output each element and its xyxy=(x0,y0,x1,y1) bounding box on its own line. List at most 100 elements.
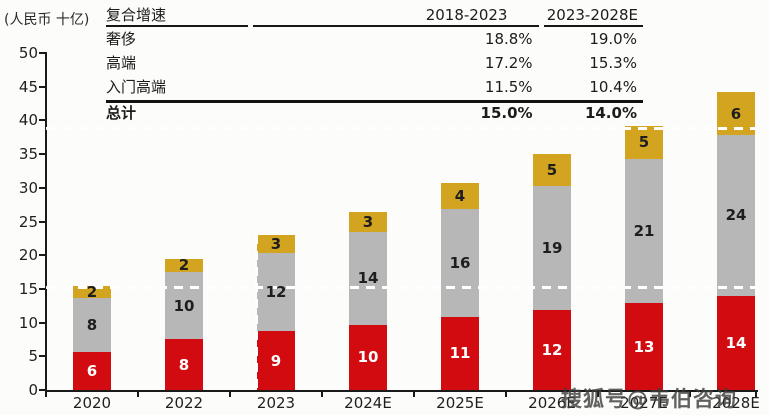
cagr-row-label: 高端 xyxy=(106,54,137,72)
bar-segment-label-gold-2026E: 5 xyxy=(546,160,558,179)
bar-segment-gray-2022 xyxy=(165,272,203,340)
bar-segment-label-red-2028E: 14 xyxy=(725,333,747,352)
bar-segment-gray-2025E xyxy=(441,208,479,317)
cagr-value-2018-2023: 17.2% xyxy=(484,54,533,72)
y-axis-tick xyxy=(39,119,46,122)
bar-segment-label-gray-2024E: 14 xyxy=(357,269,379,288)
y-axis-tick xyxy=(39,287,46,290)
watermark: 搜狐号@韦伯咨询 xyxy=(561,387,737,411)
x-axis-tick xyxy=(229,391,231,397)
cagr-col-header-2023-2028e: 2023-2028E xyxy=(544,5,643,27)
x-axis-tick xyxy=(755,391,757,397)
bar-segment-label-gold-2020: 2 xyxy=(86,282,98,301)
cagr-row-label: 入门高端 xyxy=(106,78,167,96)
bar-segment-label-gray-2027E: 21 xyxy=(633,221,655,240)
x-axis-label: 2020 xyxy=(72,394,112,412)
bar-segment-label-gold-2025E: 4 xyxy=(454,186,466,205)
x-axis-label: 2022 xyxy=(164,394,204,412)
bar-segment-red-2028E xyxy=(717,295,755,390)
y-axis-tick xyxy=(39,85,46,88)
bar-segment-label-gray-2025E: 16 xyxy=(449,253,471,272)
cagr-row-label: 奢侈 xyxy=(106,30,137,48)
bar-segment-label-gold-2024E: 3 xyxy=(362,213,374,232)
bar-segment-label-gold-2028E: 6 xyxy=(730,104,742,123)
y-axis-tick-label: 20 xyxy=(18,246,38,265)
bar-segment-red-2022 xyxy=(165,339,203,390)
dashed-vline-2023 xyxy=(255,234,258,390)
bar-segment-label-gray-2022: 10 xyxy=(173,296,195,315)
bar-segment-label-gray-2020: 8 xyxy=(86,315,98,334)
bar-segment-red-2020 xyxy=(73,351,111,390)
bar-segment-label-red-2020: 6 xyxy=(86,361,98,380)
cagr-row-total: 总计 15.0% 14.0% xyxy=(106,103,643,125)
bar-segment-label-gray-2026E: 19 xyxy=(541,238,563,257)
x-axis-label: 2023 xyxy=(256,394,296,412)
cagr-table: 复合增速 2018-2023 2023-2028E 奢侈 18.8% 19.0%… xyxy=(106,5,643,125)
bar-segment-gray-2026E xyxy=(533,185,571,310)
y-axis-tick xyxy=(39,321,46,324)
cagr-row-luxury: 奢侈 18.8% 19.0% xyxy=(106,27,643,51)
cagr-col-header-2018-2023: 2018-2023 xyxy=(253,5,540,27)
x-axis-tick xyxy=(413,391,415,397)
cagr-value-2023-2028e: 10.4% xyxy=(589,78,637,96)
x-axis-label: 2025E xyxy=(436,394,484,412)
bar-segment-gray-2024E xyxy=(349,232,387,325)
cagr-row-label: 总计 xyxy=(106,104,137,122)
bar-segment-red-2023 xyxy=(257,331,295,390)
bar-segment-label-red-2026E: 12 xyxy=(541,340,563,359)
bar-segment-label-red-2022: 8 xyxy=(178,355,190,374)
y-axis-tick xyxy=(39,153,46,156)
bar-segment-gold-2026E xyxy=(533,154,571,186)
x-axis-tick xyxy=(321,391,323,397)
y-axis-tick xyxy=(39,355,46,358)
bar-segment-label-gold-2023: 3 xyxy=(270,235,282,254)
bar-segment-label-gray-2028E: 24 xyxy=(725,206,747,225)
cagr-value-2023-2028e: 14.0% xyxy=(584,104,637,122)
bar-segment-label-gold-2027E: 5 xyxy=(638,133,650,152)
bar-segment-gold-2027E xyxy=(625,125,663,159)
y-axis-tick-label: 0 xyxy=(28,381,38,399)
x-axis-label: 2028E xyxy=(712,394,760,412)
y-axis-tick-label: 10 xyxy=(18,313,38,332)
bar-segment-gray-2023 xyxy=(257,253,295,332)
y-axis-tick-label: 50 xyxy=(18,44,38,62)
bar-segment-label-red-2025E: 11 xyxy=(449,344,471,363)
cagr-row-entry-premium: 入门高端 11.5% 10.4% xyxy=(106,75,643,99)
x-axis-tick xyxy=(689,391,691,397)
bar-segment-gold-2022 xyxy=(165,258,203,273)
bar-segment-gold-2023 xyxy=(257,234,295,254)
bar-segment-red-2026E xyxy=(533,309,571,390)
bar-segment-gold-2025E xyxy=(441,183,479,209)
bar-segment-gray-2028E xyxy=(717,135,755,296)
x-axis-label: 2026E xyxy=(528,394,576,412)
y-axis-tick xyxy=(39,220,46,223)
dashed-hline-38.8 xyxy=(46,127,758,131)
bar-segment-label-red-2027E: 13 xyxy=(633,337,655,356)
dashed-hline-15.3 xyxy=(46,285,758,289)
y-axis-line xyxy=(45,52,47,391)
bar-segment-label-red-2024E: 10 xyxy=(357,348,379,367)
bar-segment-label-gray-2023: 12 xyxy=(265,283,287,302)
y-axis-tick-label: 25 xyxy=(18,212,38,231)
cagr-value-2023-2028e: 19.0% xyxy=(589,30,637,48)
bar-segment-red-2024E xyxy=(349,324,387,390)
bar-segment-gold-2024E xyxy=(349,212,387,233)
y-axis-tick-label: 15 xyxy=(18,279,38,298)
cagr-total-divider xyxy=(106,100,643,103)
bar-segment-label-gold-2022: 2 xyxy=(178,256,190,275)
y-axis-tick-label: 5 xyxy=(28,347,38,366)
y-axis-tick xyxy=(39,52,46,54)
bar-segment-label-red-2023: 9 xyxy=(270,351,282,370)
bar-segment-red-2027E xyxy=(625,303,663,390)
x-axis-tick xyxy=(597,391,599,397)
y-axis-unit-label: (人民币 十亿) xyxy=(4,12,90,28)
y-axis-tick-label: 45 xyxy=(18,77,38,96)
x-axis-tick xyxy=(137,391,139,397)
cagr-value-2018-2023: 15.0% xyxy=(480,104,533,122)
bar-segment-gray-2027E xyxy=(625,158,663,304)
cagr-value-2023-2028e: 15.3% xyxy=(589,54,637,72)
bar-segment-red-2025E xyxy=(441,316,479,390)
bar-segment-gray-2020 xyxy=(73,297,111,352)
y-axis-tick-label: 40 xyxy=(18,111,38,130)
